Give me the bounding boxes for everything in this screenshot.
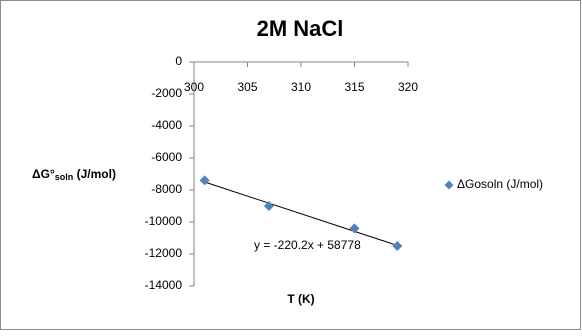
y-tick-label: 0 xyxy=(175,54,182,68)
data-point xyxy=(199,175,210,186)
y-tick-label: -12000 xyxy=(145,246,183,260)
chart-title: 2M NaCl xyxy=(257,16,344,41)
y-tick-label: -4000 xyxy=(151,118,182,132)
data-point xyxy=(392,241,403,251)
y-label-unit: (J/mol) xyxy=(73,167,116,181)
x-tick-label: 300 xyxy=(184,80,204,94)
data-point xyxy=(263,201,274,211)
trendline-label: y = -220.2x + 58778 xyxy=(254,238,361,252)
data-point xyxy=(349,223,360,234)
y-tick-label: -10000 xyxy=(145,214,183,228)
trendline xyxy=(204,181,398,246)
y-label-sub: soln xyxy=(55,172,74,182)
y-tick-label: -14000 xyxy=(145,278,183,292)
legend-label: ΔGosoln (J/mol) xyxy=(457,177,543,191)
y-tick-label: -6000 xyxy=(151,150,182,164)
y-tick-label: -8000 xyxy=(151,182,182,196)
x-tick-label: 305 xyxy=(237,80,257,94)
x-axis-label: T (K) xyxy=(287,292,314,306)
y-axis-label: ΔG°soln (J/mol) xyxy=(32,167,116,182)
x-tick-label: 310 xyxy=(291,80,311,94)
x-tick-label: 320 xyxy=(398,80,418,94)
y-tick-label: -2000 xyxy=(151,86,182,100)
y-label-main: ΔG° xyxy=(32,167,55,181)
x-tick-label: 315 xyxy=(344,80,364,94)
legend-marker xyxy=(444,180,454,190)
